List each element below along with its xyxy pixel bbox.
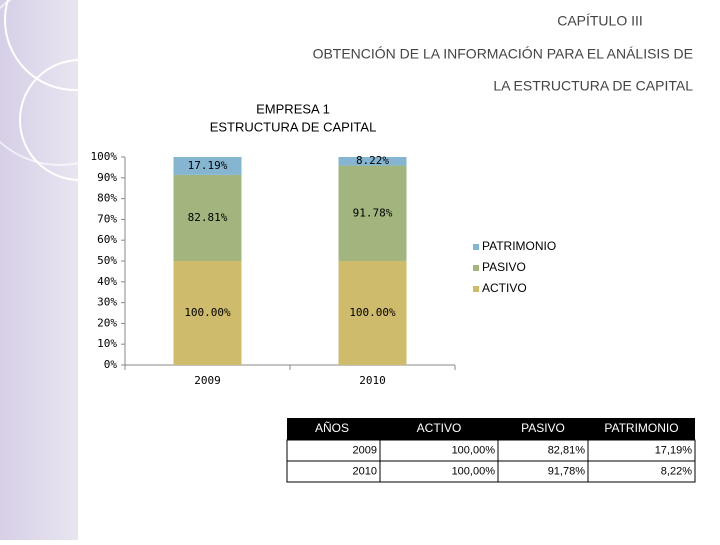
table-cell-text: 91,78% [548,465,586,477]
data-label: 91.78% [353,206,393,219]
legend-label: PATRIMONIO [482,239,556,253]
y-tick-label: 50% [97,254,117,267]
data-label: 8.22% [356,154,389,167]
y-tick-label: 20% [97,316,117,329]
legend-swatch [473,286,479,292]
data-label: 100.00% [349,306,396,319]
decoration [0,0,151,181]
data-label: 17.19% [188,159,228,172]
table-cell [587,460,696,483]
legend-label: PASIVO [482,260,526,274]
table-header: PASIVO [521,421,565,435]
table-cell-text: 100,00% [452,444,496,456]
y-tick-label: 90% [97,171,117,184]
y-tick-label: 70% [97,212,117,225]
data-label: 100.00% [184,306,231,319]
x-tick-label: 2009 [194,374,221,387]
bar-segment [173,174,242,261]
y-tick-label: 60% [97,233,117,246]
y-tick-label: 80% [97,192,117,205]
table-cell-text: 2010 [353,465,377,477]
bar-segment [338,261,407,365]
table-header: AÑOS [315,421,349,435]
table-header: PATRIMONIO [604,421,678,435]
table-cell-text: 100,00% [452,465,496,477]
chart-title: EMPRESA 1 [256,101,330,116]
table-header: ACTIVO [417,421,462,435]
table-header-bg [287,418,695,440]
y-tick-label: 10% [97,337,117,350]
bar-segment [338,165,407,261]
x-tick-label: 2010 [359,374,386,387]
y-tick-label: 40% [97,275,117,288]
table-cell-text: 82,81% [548,444,586,456]
slide-title: LA ESTRUCTURA DE CAPITAL [493,78,693,94]
legend-label: ACTIVO [482,281,527,295]
bar-segment [173,157,242,175]
y-tick-label: 0% [104,358,118,371]
data-label: 82.81% [188,211,228,224]
legend-swatch [473,265,479,271]
y-tick-label: 30% [97,296,117,309]
chart-title: ESTRUCTURA DE CAPITAL [210,119,377,134]
table-cell-text: 2009 [353,444,377,456]
bar-segment [338,157,407,166]
legend-swatch [473,244,479,250]
table-cell-text: 8,22% [661,465,692,477]
slide-title: OBTENCIÓN DE LA INFORMACIÓN PARA EL ANÁL… [313,46,693,62]
chapter: CAPÍTULO III [557,13,643,29]
bar-segment [173,261,242,365]
y-tick-label: 100% [91,150,118,163]
table-cell-text: 17,19% [655,444,693,456]
